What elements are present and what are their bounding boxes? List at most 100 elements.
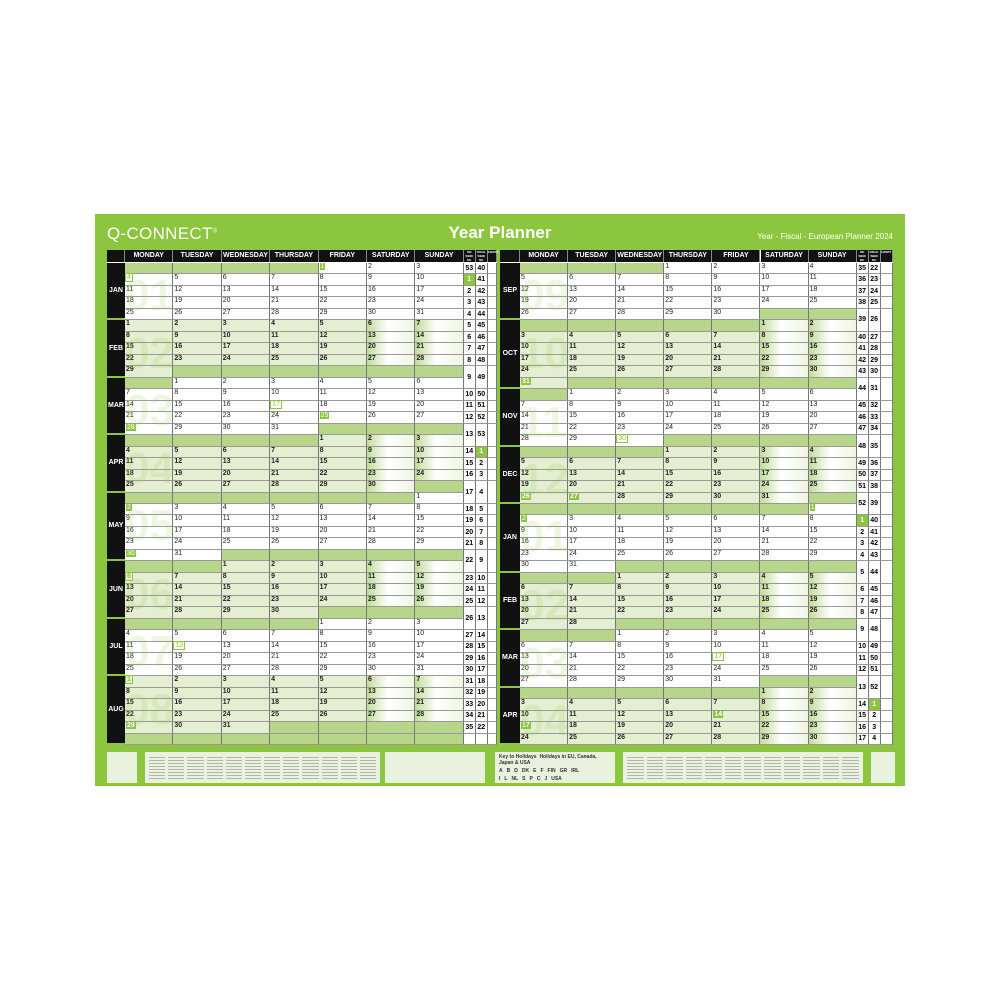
- day-cell[interactable]: 15: [318, 458, 367, 470]
- day-cell[interactable]: 11: [125, 458, 174, 470]
- day-cell[interactable]: 1: [760, 687, 809, 700]
- day-cell[interactable]: 16: [173, 343, 222, 355]
- day-cell[interactable]: 4: [712, 389, 761, 401]
- day-cell[interactable]: 14: [712, 710, 761, 723]
- events-cell[interactable]: [487, 526, 497, 539]
- day-cell[interactable]: 31: [270, 423, 319, 436]
- day-cell[interactable]: 17: [270, 399, 319, 413]
- day-cell[interactable]: 19: [520, 481, 569, 493]
- day-cell[interactable]: 10: [712, 584, 761, 596]
- day-cell[interactable]: 22: [664, 297, 713, 309]
- events-cell[interactable]: [880, 561, 893, 585]
- day-cell[interactable]: 3: [221, 320, 271, 332]
- day-cell[interactable]: 29: [318, 481, 367, 493]
- events-cell[interactable]: [487, 481, 497, 504]
- day-cell[interactable]: 4: [808, 263, 857, 275]
- day-cell[interactable]: 2: [712, 263, 761, 275]
- day-cell[interactable]: 21: [568, 664, 617, 677]
- day-cell[interactable]: 28: [415, 354, 464, 367]
- day-cell[interactable]: 23: [221, 412, 271, 424]
- day-cell[interactable]: 21: [712, 354, 761, 367]
- day-cell[interactable]: 30: [366, 308, 416, 321]
- day-cell[interactable]: 5: [808, 630, 857, 642]
- day-cell[interactable]: 10: [221, 687, 271, 700]
- day-cell[interactable]: 9: [366, 630, 416, 642]
- day-cell[interactable]: 20: [712, 538, 761, 550]
- events-cell[interactable]: [487, 263, 497, 275]
- day-cell[interactable]: 19: [173, 297, 222, 309]
- day-cell[interactable]: 15: [568, 412, 617, 424]
- day-cell[interactable]: 3: [664, 389, 713, 401]
- day-cell[interactable]: 3: [173, 504, 222, 516]
- day-cell[interactable]: 4: [568, 699, 617, 711]
- day-cell[interactable]: 29: [125, 722, 174, 734]
- day-cell[interactable]: 30: [173, 722, 222, 734]
- day-cell[interactable]: 16: [270, 584, 319, 596]
- events-cell[interactable]: [487, 343, 497, 355]
- day-cell[interactable]: 23: [664, 664, 713, 677]
- day-cell[interactable]: 23: [520, 549, 569, 562]
- day-cell[interactable]: 5: [173, 446, 222, 459]
- events-cell[interactable]: [880, 297, 893, 309]
- day-cell[interactable]: 20: [221, 469, 271, 482]
- day-cell[interactable]: 16: [712, 469, 761, 482]
- day-cell[interactable]: 21: [270, 469, 319, 482]
- day-cell[interactable]: 10: [173, 515, 222, 527]
- day-cell[interactable]: 28: [270, 481, 319, 493]
- day-cell[interactable]: 27: [520, 676, 569, 688]
- events-cell[interactable]: [880, 308, 893, 332]
- day-cell[interactable]: 15: [415, 515, 464, 527]
- day-cell[interactable]: 15: [808, 526, 857, 539]
- day-cell[interactable]: 18: [616, 538, 665, 550]
- day-cell[interactable]: 24: [270, 412, 319, 424]
- events-cell[interactable]: [880, 549, 893, 562]
- day-cell[interactable]: 16: [664, 595, 713, 608]
- day-cell[interactable]: 11: [221, 515, 271, 527]
- day-cell[interactable]: 2: [664, 572, 713, 585]
- day-cell[interactable]: 25: [270, 354, 319, 367]
- events-cell[interactable]: [880, 263, 893, 275]
- day-cell[interactable]: 26: [520, 308, 569, 321]
- day-cell[interactable]: 21: [415, 699, 464, 711]
- events-cell[interactable]: [880, 481, 893, 493]
- day-cell[interactable]: 17: [568, 538, 617, 550]
- day-cell[interactable]: 4: [221, 504, 271, 516]
- day-cell[interactable]: 29: [173, 423, 222, 436]
- day-cell[interactable]: 2: [125, 504, 174, 516]
- day-cell[interactable]: 2: [270, 561, 319, 573]
- day-cell[interactable]: 26: [270, 538, 319, 550]
- day-cell[interactable]: 27: [664, 366, 713, 378]
- day-cell[interactable]: 3: [712, 572, 761, 585]
- day-cell[interactable]: 2: [808, 320, 857, 332]
- events-cell[interactable]: [487, 285, 497, 298]
- day-cell[interactable]: 13: [318, 515, 367, 527]
- day-cell[interactable]: 8: [125, 687, 174, 700]
- day-cell[interactable]: 4: [125, 273, 174, 286]
- events-cell[interactable]: [880, 366, 893, 378]
- day-cell[interactable]: 21: [270, 653, 319, 665]
- day-cell[interactable]: 22: [760, 722, 809, 734]
- events-cell[interactable]: [487, 595, 497, 608]
- day-cell[interactable]: 14: [270, 285, 319, 298]
- day-cell[interactable]: 1: [415, 492, 464, 504]
- day-cell[interactable]: 30: [366, 481, 416, 493]
- day-cell[interactable]: 8: [808, 515, 857, 527]
- day-cell[interactable]: 27: [568, 492, 617, 504]
- day-cell[interactable]: 24: [221, 354, 271, 367]
- events-cell[interactable]: [880, 710, 893, 723]
- day-cell[interactable]: 16: [712, 285, 761, 298]
- events-cell[interactable]: [880, 274, 893, 286]
- day-cell[interactable]: 5: [664, 515, 713, 527]
- day-cell[interactable]: 29: [808, 549, 857, 562]
- day-cell[interactable]: 20: [318, 526, 367, 539]
- day-cell[interactable]: 16: [808, 343, 857, 355]
- day-cell[interactable]: 4: [366, 561, 416, 573]
- day-cell[interactable]: 12: [366, 389, 416, 401]
- day-cell[interactable]: 14: [125, 400, 174, 413]
- day-cell[interactable]: 23: [173, 710, 222, 723]
- day-cell[interactable]: 23: [664, 607, 713, 619]
- day-cell[interactable]: 12: [415, 572, 464, 585]
- day-cell[interactable]: 2: [664, 630, 713, 642]
- day-cell[interactable]: 27: [520, 618, 569, 631]
- day-cell[interactable]: 9: [270, 572, 319, 585]
